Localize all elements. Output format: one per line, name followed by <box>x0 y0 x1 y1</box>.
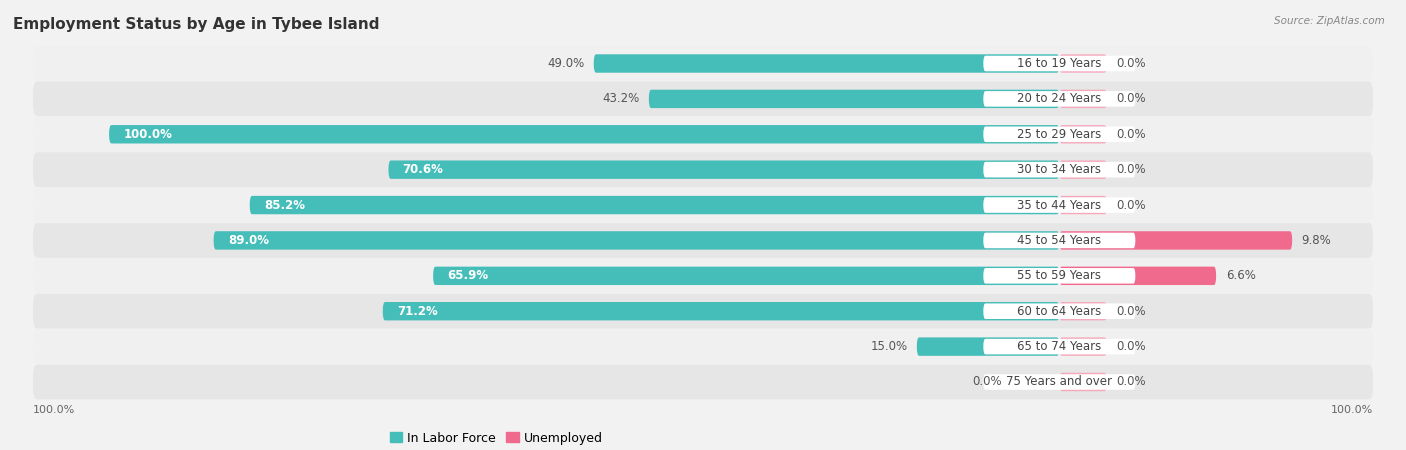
Text: 85.2%: 85.2% <box>264 198 305 211</box>
Text: 0.0%: 0.0% <box>1116 340 1146 353</box>
Text: 60 to 64 Years: 60 to 64 Years <box>1017 305 1101 318</box>
FancyBboxPatch shape <box>983 91 1136 107</box>
Text: 65.9%: 65.9% <box>447 270 488 282</box>
FancyBboxPatch shape <box>32 329 1374 364</box>
Text: 0.0%: 0.0% <box>1116 163 1146 176</box>
FancyBboxPatch shape <box>917 338 1059 356</box>
FancyBboxPatch shape <box>1059 231 1292 250</box>
FancyBboxPatch shape <box>983 268 1136 284</box>
FancyBboxPatch shape <box>1059 338 1107 356</box>
FancyBboxPatch shape <box>983 233 1136 248</box>
FancyBboxPatch shape <box>382 302 1059 320</box>
Text: 25 to 29 Years: 25 to 29 Years <box>1017 128 1101 141</box>
Text: 43.2%: 43.2% <box>602 92 640 105</box>
Text: 75 Years and over: 75 Years and over <box>1007 375 1112 388</box>
Text: 15.0%: 15.0% <box>870 340 907 353</box>
FancyBboxPatch shape <box>32 153 1374 187</box>
FancyBboxPatch shape <box>32 364 1374 399</box>
Text: 30 to 34 Years: 30 to 34 Years <box>1018 163 1101 176</box>
FancyBboxPatch shape <box>983 374 1136 390</box>
Text: 71.2%: 71.2% <box>396 305 437 318</box>
FancyBboxPatch shape <box>433 267 1059 285</box>
FancyBboxPatch shape <box>983 303 1136 319</box>
Text: 0.0%: 0.0% <box>1116 128 1146 141</box>
FancyBboxPatch shape <box>32 294 1374 328</box>
Text: 0.0%: 0.0% <box>1116 57 1146 70</box>
FancyBboxPatch shape <box>1059 302 1107 320</box>
Text: 100.0%: 100.0% <box>1330 405 1372 415</box>
FancyBboxPatch shape <box>1059 125 1107 144</box>
Text: 70.6%: 70.6% <box>402 163 443 176</box>
FancyBboxPatch shape <box>388 161 1059 179</box>
Text: 100.0%: 100.0% <box>34 405 76 415</box>
FancyBboxPatch shape <box>32 117 1374 152</box>
Text: 0.0%: 0.0% <box>1116 198 1146 211</box>
Text: 0.0%: 0.0% <box>1116 305 1146 318</box>
FancyBboxPatch shape <box>983 126 1136 142</box>
FancyBboxPatch shape <box>983 197 1136 213</box>
FancyBboxPatch shape <box>1059 267 1216 285</box>
FancyBboxPatch shape <box>32 46 1374 81</box>
FancyBboxPatch shape <box>32 81 1374 116</box>
Legend: In Labor Force, Unemployed: In Labor Force, Unemployed <box>385 427 607 450</box>
FancyBboxPatch shape <box>1059 90 1107 108</box>
Text: 35 to 44 Years: 35 to 44 Years <box>1018 198 1101 211</box>
FancyBboxPatch shape <box>983 339 1136 355</box>
Text: 0.0%: 0.0% <box>973 375 1002 388</box>
FancyBboxPatch shape <box>983 162 1136 177</box>
Text: 55 to 59 Years: 55 to 59 Years <box>1018 270 1101 282</box>
FancyBboxPatch shape <box>1059 196 1107 214</box>
Text: 20 to 24 Years: 20 to 24 Years <box>1017 92 1101 105</box>
Text: 0.0%: 0.0% <box>1116 92 1146 105</box>
Text: 100.0%: 100.0% <box>124 128 172 141</box>
FancyBboxPatch shape <box>250 196 1059 214</box>
FancyBboxPatch shape <box>1059 373 1107 391</box>
FancyBboxPatch shape <box>648 90 1059 108</box>
Text: 65 to 74 Years: 65 to 74 Years <box>1017 340 1101 353</box>
Text: 0.0%: 0.0% <box>1116 375 1146 388</box>
Text: 49.0%: 49.0% <box>547 57 585 70</box>
FancyBboxPatch shape <box>32 258 1374 293</box>
Text: 16 to 19 Years: 16 to 19 Years <box>1017 57 1101 70</box>
Text: Source: ZipAtlas.com: Source: ZipAtlas.com <box>1274 16 1385 26</box>
Text: 6.6%: 6.6% <box>1226 270 1256 282</box>
Text: 45 to 54 Years: 45 to 54 Years <box>1018 234 1101 247</box>
Text: 9.8%: 9.8% <box>1302 234 1331 247</box>
Text: 89.0%: 89.0% <box>228 234 269 247</box>
FancyBboxPatch shape <box>32 188 1374 222</box>
FancyBboxPatch shape <box>593 54 1059 73</box>
Text: Employment Status by Age in Tybee Island: Employment Status by Age in Tybee Island <box>13 18 380 32</box>
FancyBboxPatch shape <box>214 231 1059 250</box>
FancyBboxPatch shape <box>1059 54 1107 73</box>
FancyBboxPatch shape <box>1059 161 1107 179</box>
FancyBboxPatch shape <box>32 223 1374 258</box>
FancyBboxPatch shape <box>110 125 1059 144</box>
FancyBboxPatch shape <box>983 56 1136 71</box>
